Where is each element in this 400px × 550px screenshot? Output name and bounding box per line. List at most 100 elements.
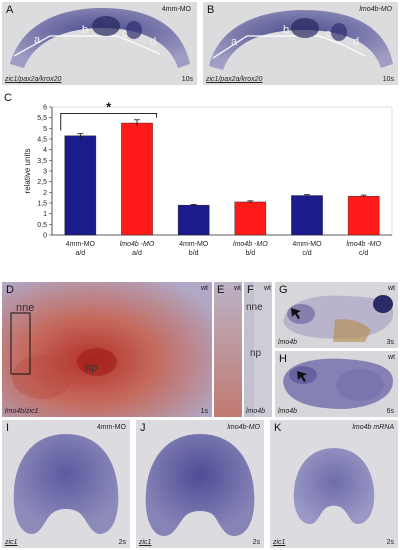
bar (347, 195, 380, 236)
panel-h-image (283, 358, 393, 409)
y-tick-label: 1,5 (37, 201, 47, 208)
panel-k: K lmo4b mRNA zic1 2s (270, 420, 398, 548)
panel-f-np-label: np (250, 348, 262, 359)
panel-d-stage: 1s (200, 408, 208, 415)
panel-a-seg-d: d (150, 36, 157, 48)
significance-star: * (106, 99, 112, 114)
panel-b-seg-a: a (231, 36, 238, 48)
panel-i-letter: I (6, 422, 10, 434)
y-tick-label: 0,5 (37, 222, 47, 229)
panel-a: A 4mm-MO a b c d zic1/pax2a/krox20 10s (2, 2, 197, 85)
y-tick-label: 0 (43, 233, 47, 240)
x-ratio-label: a/d (132, 250, 142, 257)
panel-k-stain: zic1 (273, 539, 286, 546)
panel-g-image (283, 295, 394, 342)
bar (177, 204, 210, 236)
y-tick-label: 6 (43, 105, 47, 112)
x-ratio-label: c/d (302, 250, 311, 257)
panel-h-letter: H (279, 353, 287, 365)
panel-i-stain: zic1 (5, 539, 18, 546)
panel-h-genotype: wt (388, 354, 395, 361)
panel-b-image (209, 10, 393, 70)
x-category-label: 4mm-MO (66, 241, 96, 248)
panel-g-stain: lmo4b (278, 339, 298, 346)
panel-g-letter: G (279, 284, 288, 296)
y-tick-label: 2 (43, 190, 47, 197)
panel-b-condition: lmo4b-MO (359, 6, 392, 13)
x-category-label: 4mm-MO (179, 241, 209, 248)
panel-d-letter: D (6, 284, 14, 296)
panel-j-letter: J (140, 422, 146, 434)
x-category-label: lmo4b -MO (233, 241, 268, 248)
y-tick-label: 4,5 (37, 137, 47, 144)
panel-f-letter: F (247, 284, 254, 296)
panel-d: D wt nne np lmo4b/zic1 1s (2, 282, 212, 417)
bar (64, 135, 97, 236)
x-ratio-label: a/d (75, 250, 85, 257)
panel-a-seg-b: b (82, 24, 89, 36)
x-category-label: lmo4b -MO (120, 241, 155, 248)
panel-g-arrow-icon (291, 308, 301, 319)
panel-d-np-label: np (85, 362, 98, 374)
panel-e: E wt (214, 282, 242, 417)
panel-f-image (244, 282, 272, 417)
panel-e-letter: E (217, 284, 225, 296)
significance-bracket (60, 112, 158, 131)
bar (234, 201, 267, 236)
panel-b-seg-c: c (325, 28, 331, 40)
y-tick-label: 3 (43, 169, 47, 176)
y-tick-label: 5 (43, 126, 47, 133)
panel-g: G wt lmo4b 3s (275, 282, 398, 348)
panel-e-image (214, 282, 242, 417)
panel-j-condition: lmo4b-MO (227, 424, 260, 431)
panel-a-seg-a: a (34, 34, 41, 46)
y-tick-label: 1 (43, 211, 47, 218)
panel-a-condition: 4mm-MO (161, 6, 191, 13)
plot-frame (51, 106, 393, 236)
panel-g-stage: 3s (386, 339, 394, 346)
x-ratio-label: b/d (189, 250, 199, 257)
panel-j: J lmo4b-MO zic1 2s (136, 420, 264, 548)
panel-h-arrow-icon (297, 371, 307, 382)
panel-i: I 4mm-MO zic1 2s (2, 420, 130, 548)
panel-a-image (10, 8, 190, 68)
x-ratio-label: b/d (245, 250, 255, 257)
panel-c-letter: C (4, 92, 12, 104)
panel-k-image (293, 448, 375, 524)
y-tick-label: 4 (43, 147, 47, 154)
panel-d-genotype: wt (201, 285, 208, 292)
panel-d-image (2, 282, 212, 417)
panel-b-letter: B (207, 4, 215, 16)
panel-j-stage: 2s (252, 539, 260, 546)
panel-g-genotype: wt (388, 285, 395, 292)
y-tick-label: 3,5 (37, 158, 47, 165)
panel-k-letter: K (274, 422, 282, 434)
panel-b: B lmo4b-MO a b c d zic1/pax2a/krox20 10s (203, 2, 398, 85)
panel-a-seg-c: c (122, 28, 128, 40)
panel-k-stage: 2s (386, 539, 394, 546)
bar (291, 195, 323, 236)
panel-a-letter: A (6, 4, 14, 16)
panel-j-stain: zic1 (139, 539, 152, 546)
x-category-label: 4mm-MO (292, 241, 322, 248)
panel-f-genotype: wt (264, 285, 271, 292)
y-axis-label: relative units (23, 149, 32, 194)
panel-a-stain: zic1/pax2a/krox20 (5, 76, 62, 83)
panel-i-condition: 4mm-MO (96, 424, 126, 431)
panel-a-stage: 10s (181, 76, 193, 83)
panel-b-seg-d: d (353, 36, 360, 48)
panel-e-genotype: wt (234, 285, 241, 292)
panel-h-stain: lmo4b (278, 408, 298, 415)
panel-f-stain: lmo4b (246, 408, 266, 415)
panel-d-stain: lmo4b/zic1 (5, 408, 39, 415)
panel-f-nne-label: nne (246, 302, 263, 313)
panel-c-chart: 0 0,5 1 1,5 2 2,5 3 3,5 4 4,5 5 5,5 6 relative units 4… (23, 99, 393, 257)
panel-i-stage: 2s (118, 539, 126, 546)
panel-h-stage: 6s (386, 408, 394, 415)
panel-b-stage: 10s (382, 76, 394, 83)
panel-b-stain: zic1/pax2a/krox20 (206, 76, 263, 83)
panel-k-condition: lmo4b mRNA (352, 424, 394, 431)
panel-f: F wt nne np lmo4b (244, 282, 272, 417)
x-category-label: lmo4b -MO (346, 241, 381, 248)
y-tick-label: 2,5 (37, 179, 47, 186)
